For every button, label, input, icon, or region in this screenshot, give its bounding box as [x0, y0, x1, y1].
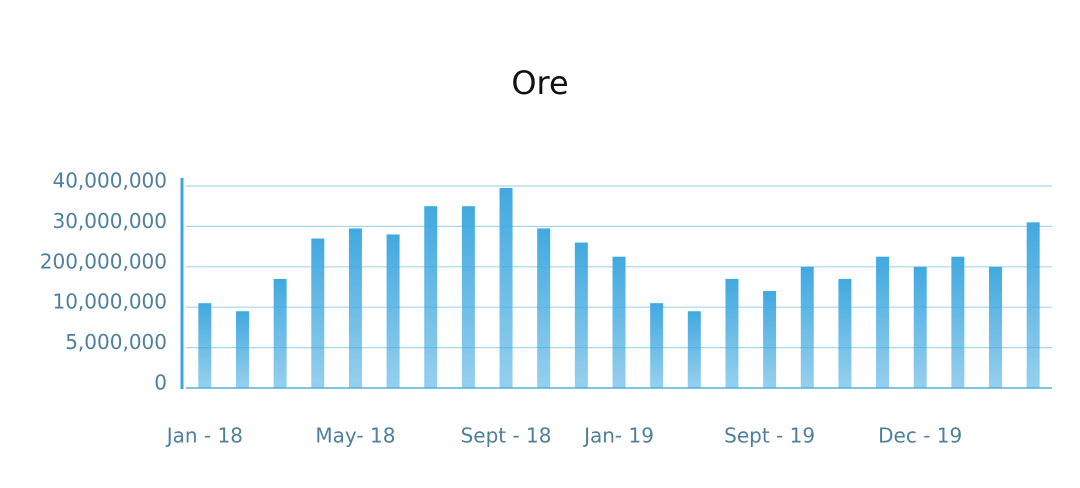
bar: [687, 311, 701, 388]
y-tick-label: 30,000,000: [52, 209, 167, 233]
x-tick-label: Jan - 18: [165, 424, 243, 448]
y-tick-label: 200,000,000: [40, 249, 167, 273]
bar: [424, 206, 438, 388]
bar: [763, 291, 777, 388]
bar: [386, 234, 400, 388]
bar: [348, 228, 362, 388]
x-tick-label: Jan- 19: [582, 424, 654, 448]
bar: [235, 311, 249, 388]
y-tick-label: 40,000,000: [52, 169, 167, 193]
bar: [198, 303, 212, 388]
bar: [574, 242, 588, 388]
y-tick-label: 10,000,000: [52, 290, 167, 314]
y-tick-label: 0: [154, 371, 167, 395]
chart-title: Ore: [511, 64, 568, 102]
bar: [1026, 222, 1040, 388]
y-tick-label: 5,000,000: [65, 330, 167, 354]
bar: [612, 256, 626, 388]
bar: [876, 256, 890, 388]
x-tick-label: Dec - 19: [878, 424, 962, 448]
bar: [800, 266, 814, 388]
bar: [913, 266, 927, 388]
bar: [725, 278, 739, 388]
bar: [311, 238, 325, 388]
bar: [838, 278, 852, 388]
bar: [650, 303, 664, 388]
bar: [499, 188, 513, 388]
bar: [461, 206, 475, 388]
x-tick-label: May- 18: [315, 424, 395, 448]
bar: [537, 228, 551, 388]
bar: [273, 278, 287, 388]
x-tick-label: Sept - 18: [461, 424, 552, 448]
bar: [989, 266, 1003, 388]
bar: [951, 256, 965, 388]
x-tick-label: Sept - 19: [724, 424, 815, 448]
